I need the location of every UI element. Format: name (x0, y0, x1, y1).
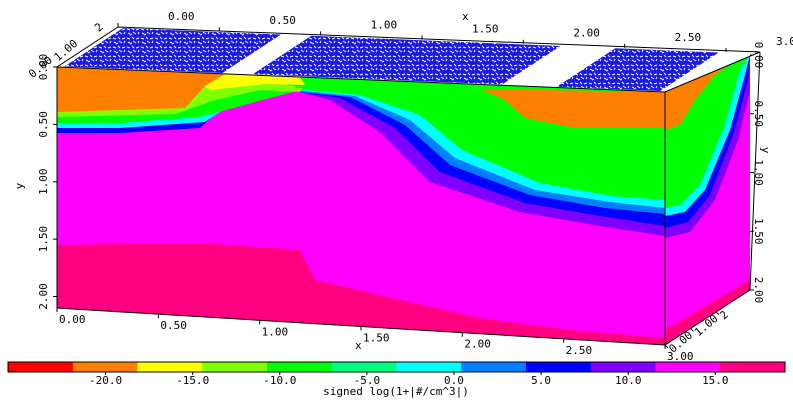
colorbar-swatch (720, 362, 786, 372)
x-tick-label: 1.50 (363, 332, 390, 345)
colorbar-swatch (396, 362, 462, 372)
x-tick-label: 2.00 (573, 27, 600, 40)
colorbar-frame (7, 361, 786, 373)
x-tick-label: 2.50 (566, 344, 593, 357)
y-tick-label: 0.00 (37, 54, 50, 81)
y-tick-label: 1.50 (37, 226, 50, 253)
x-tick-label: 0.50 (269, 14, 296, 27)
x-tick-label: 2.50 (675, 31, 702, 44)
x-axis-title: x (355, 339, 362, 352)
surface-patch (252, 35, 561, 85)
x-tick-label: 1.50 (472, 23, 499, 36)
colorbar-swatch (590, 362, 656, 372)
y-tick-label: 1.50 (752, 218, 765, 245)
region (480, 89, 665, 128)
z-tick-label: 2 (92, 20, 105, 34)
y-tick-label: 2.00 (752, 277, 765, 304)
z-tick-label: 2 (717, 308, 730, 322)
colorbar-tick-label: -20.0 (89, 374, 122, 387)
x-tick-label: 0.00 (168, 10, 195, 23)
colorbar-tick-label: 0.0 (444, 374, 464, 387)
y-tick-label: 0.00 (752, 42, 765, 69)
colorbar-swatch (8, 362, 74, 372)
y-tick-label: 0.50 (752, 101, 765, 128)
region (57, 67, 225, 112)
colorbar-tick-label: -10.0 (263, 374, 296, 387)
colorbar-swatch (461, 362, 527, 372)
x-tick-label: 0.00 (59, 313, 86, 326)
y-tick-label: 0.50 (37, 111, 50, 138)
y-axis-title: y (13, 182, 26, 189)
x-tick-label: 1.00 (371, 18, 398, 31)
z-tick (690, 327, 694, 332)
colorbar-swatch (655, 362, 721, 372)
region (665, 61, 735, 130)
x-tick-label: 1.00 (262, 325, 289, 338)
region (665, 280, 750, 345)
colorbar-tick-label: -15.0 (176, 374, 209, 387)
y-axis-title-right: y (759, 147, 772, 154)
x-tick-label: 3.00 (667, 350, 694, 363)
colorbar-swatch (267, 362, 333, 372)
colorbar-tick-label: -5.0 (354, 374, 381, 387)
y-tick-label: 1.00 (752, 159, 765, 186)
x-tick-label: 0.50 (160, 319, 187, 332)
colorbar-swatch (137, 362, 203, 372)
colorbar-tick-label: 15.0 (702, 374, 729, 387)
z-tick (664, 344, 669, 349)
colorbar-swatch (72, 362, 138, 372)
y-tick-label: 1.00 (37, 169, 50, 196)
colorbar-swatch (202, 362, 268, 372)
colorbar-tick-label: 5.0 (531, 374, 551, 387)
block (55, 26, 761, 346)
x-tick-label: 3.00 (776, 35, 793, 48)
x-tick-label: 2.00 (464, 338, 491, 351)
colorbar-label: signed log(1+|#/cm^3|) (323, 385, 469, 398)
colorbar-swatch (331, 362, 397, 372)
surface-patch (556, 48, 719, 91)
colorbar-tick-label: 10.0 (615, 374, 642, 387)
surface-patch (64, 28, 281, 73)
region (205, 74, 305, 90)
z-tick (715, 311, 720, 316)
colorbar-swatch (526, 362, 592, 372)
x-axis-title-top: x (462, 10, 469, 23)
y-tick-label: 2.00 (37, 283, 50, 310)
